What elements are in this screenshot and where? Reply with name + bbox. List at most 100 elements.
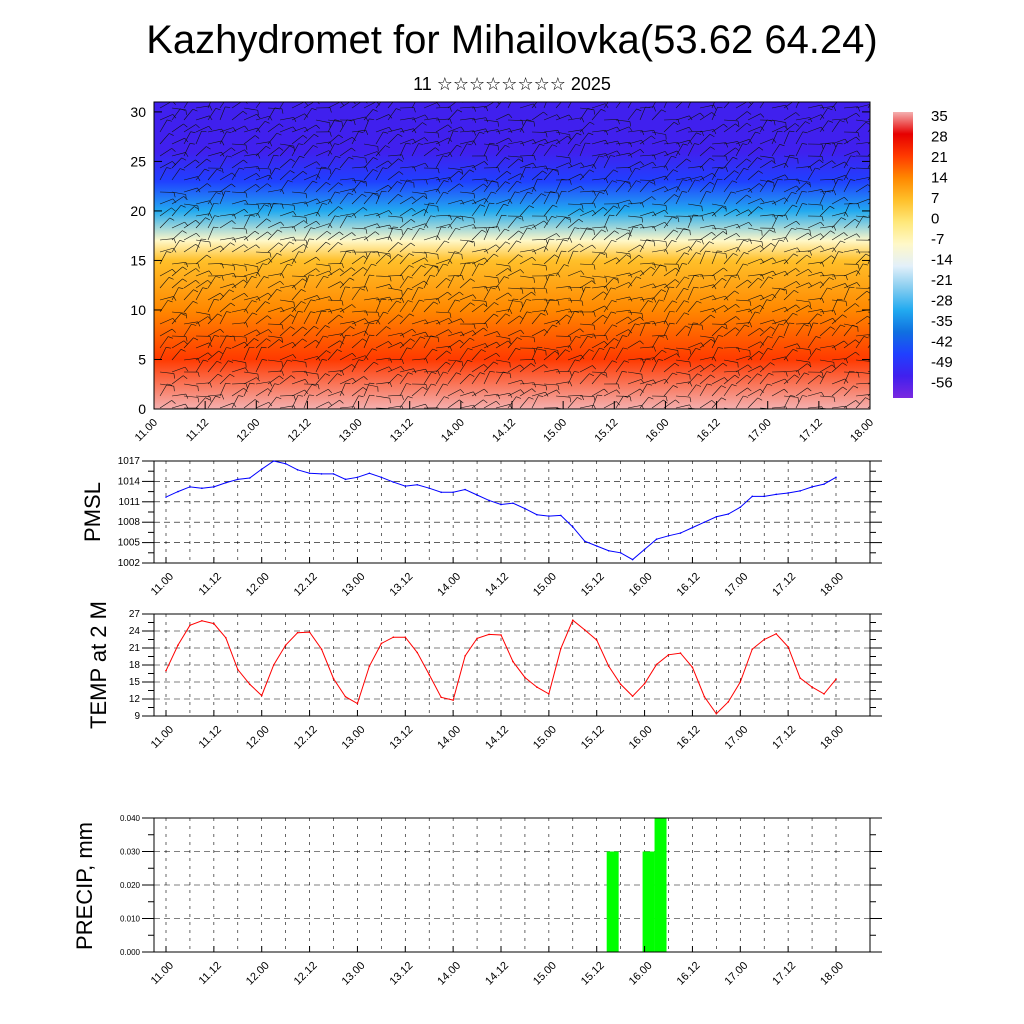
wind-barb-flag	[554, 350, 560, 355]
wind-barb-flag	[635, 96, 640, 97]
wind-barb	[291, 102, 305, 109]
wind-barb	[819, 310, 834, 313]
wind-barb	[675, 276, 685, 289]
wind-barb-flag	[443, 180, 449, 183]
wind-barb	[711, 335, 719, 349]
wind-barb	[759, 138, 774, 145]
wind-barb-flag	[736, 233, 740, 238]
wind-barb	[615, 316, 629, 325]
wind-barb-flag	[299, 155, 305, 158]
wind-barb-flag	[192, 108, 198, 112]
wind-barb-flag	[346, 215, 352, 218]
wind-barb-flag	[809, 301, 811, 308]
wind-barb	[183, 383, 198, 387]
wind-barb-flag	[183, 340, 188, 345]
wind-barb	[615, 126, 630, 133]
wind-barb	[507, 329, 521, 337]
wind-barb	[651, 221, 665, 229]
wind-barb-flag	[281, 370, 284, 376]
wind-barb-flag	[383, 311, 389, 314]
wind-barb	[795, 268, 809, 277]
wind-barb	[735, 111, 748, 121]
pmsl-y-label: PMSL	[80, 482, 105, 542]
wind-barb	[447, 145, 458, 157]
wind-barb	[387, 154, 402, 157]
wind-barb	[783, 247, 798, 253]
wind-barb-flag	[279, 123, 284, 128]
wind-barb	[687, 240, 697, 253]
wind-barb	[267, 123, 280, 133]
wind-barb-flag	[257, 110, 259, 116]
wind-barb	[231, 359, 246, 363]
wind-barb	[423, 131, 438, 134]
wind-barb	[747, 245, 761, 253]
wind-barb-flag	[593, 109, 595, 115]
wind-barb-flag	[556, 233, 561, 238]
wind-barb	[339, 192, 349, 205]
wind-barb	[639, 179, 655, 181]
wind-barb-flag	[768, 276, 774, 279]
wind-barb-flag	[713, 284, 717, 290]
wind-barb-flag	[589, 349, 594, 352]
wind-barb-flag	[540, 312, 546, 316]
x-tick-label: 14.12	[483, 724, 511, 752]
wind-barb-flag	[265, 145, 271, 150]
wind-barb-flag	[580, 173, 585, 178]
wind-barb	[639, 135, 652, 145]
wind-barb-flag	[833, 362, 835, 368]
wind-barb	[819, 345, 834, 349]
wind-barb-flag	[879, 112, 883, 115]
pmsl-line-point	[607, 549, 610, 552]
wind-barb-flag	[857, 264, 860, 270]
wind-barb-flag	[359, 288, 365, 291]
wind-barb	[567, 359, 576, 373]
wind-barb-flag	[784, 271, 789, 276]
wind-barb-flag	[351, 267, 356, 271]
wind-barb	[843, 303, 856, 313]
wind-barb	[375, 251, 390, 255]
wind-barb	[807, 313, 818, 325]
wind-barb	[747, 350, 760, 361]
wind-barb	[375, 145, 386, 157]
wind-barb-flag	[827, 287, 833, 290]
x-tick-label: 12.12	[292, 571, 320, 599]
wind-barb-flag	[881, 234, 884, 238]
wind-barb	[375, 311, 384, 325]
wind-barb-flag	[481, 229, 487, 233]
wind-barb-flag	[639, 316, 644, 321]
wind-barb	[627, 202, 642, 205]
wind-barb	[783, 374, 795, 385]
wind-barb-flag	[882, 361, 883, 366]
wind-barb	[471, 204, 481, 217]
wind-barb-flag	[185, 152, 189, 157]
wind-barb-flag	[856, 150, 861, 156]
wind-barb-flag	[701, 215, 704, 221]
wind-barb-flag	[429, 202, 435, 204]
wind-barb	[831, 324, 841, 337]
x-tick-label: 18.00	[818, 724, 846, 752]
wind-barb-flag	[409, 313, 415, 317]
wind-barb-flag	[624, 97, 629, 99]
wind-barb-flag	[459, 291, 464, 296]
wind-barb-flag	[693, 286, 699, 289]
wind-barb-flag	[857, 132, 860, 138]
wind-barb-flag	[167, 300, 173, 303]
wind-barb	[435, 226, 442, 241]
wind-barb-flag	[293, 117, 297, 123]
wind-barb-flag	[185, 336, 188, 342]
wind-barb	[699, 134, 711, 145]
wind-barb	[267, 107, 282, 110]
wind-barb-flag	[373, 361, 379, 365]
wind-barb	[459, 169, 470, 181]
wind-barb	[531, 165, 546, 169]
wind-barb-flag	[448, 137, 453, 142]
wind-barb	[399, 328, 413, 337]
wind-barb	[603, 180, 613, 193]
wind-barb-flag	[195, 159, 200, 164]
wind-barb-flag	[593, 164, 597, 170]
wind-barb-flag	[602, 314, 608, 319]
wind-barb	[639, 211, 654, 217]
wind-barb	[783, 304, 797, 313]
wind-barb-flag	[455, 227, 461, 231]
wind-barb-flag	[545, 310, 549, 315]
